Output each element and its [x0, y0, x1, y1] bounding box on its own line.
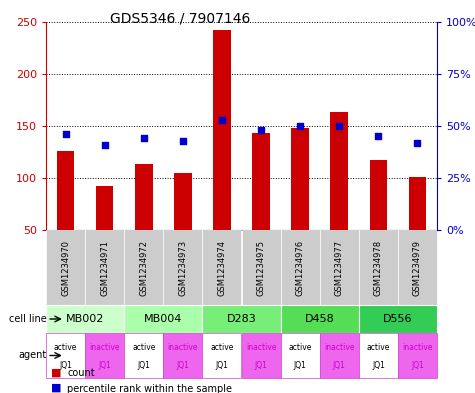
Text: GSM1234975: GSM1234975 — [256, 239, 266, 296]
Bar — [331, 112, 348, 230]
Text: GSM1234974: GSM1234974 — [218, 239, 227, 296]
Text: JQ1: JQ1 — [137, 361, 150, 370]
Text: ■: ■ — [51, 367, 61, 377]
Text: GDS5346 / 7907146: GDS5346 / 7907146 — [110, 12, 251, 26]
Bar — [46, 305, 124, 333]
Point — [257, 127, 265, 133]
Text: GSM1234972: GSM1234972 — [139, 239, 148, 296]
Bar — [124, 305, 202, 333]
Bar — [96, 186, 114, 230]
Text: D458: D458 — [305, 314, 334, 324]
Bar — [241, 230, 281, 305]
Text: JQ1: JQ1 — [333, 361, 346, 370]
Text: MB004: MB004 — [144, 314, 182, 324]
Bar — [281, 230, 320, 305]
Point — [140, 135, 148, 141]
Point — [218, 117, 226, 123]
Text: JQ1: JQ1 — [255, 361, 267, 370]
Text: active: active — [132, 343, 155, 352]
Point — [296, 123, 304, 129]
Text: GSM1234976: GSM1234976 — [295, 239, 304, 296]
Text: GSM1234971: GSM1234971 — [100, 239, 109, 296]
Text: GSM1234973: GSM1234973 — [178, 239, 187, 296]
Bar — [408, 177, 426, 230]
Bar — [252, 133, 270, 230]
Text: inactive: inactive — [402, 343, 433, 352]
Point — [62, 131, 69, 138]
Bar — [359, 333, 398, 378]
Point — [101, 141, 108, 148]
Bar — [281, 333, 320, 378]
Bar — [370, 160, 387, 230]
Bar — [85, 230, 124, 305]
Bar — [135, 165, 152, 230]
Text: percentile rank within the sample: percentile rank within the sample — [67, 384, 232, 393]
Point — [375, 133, 382, 140]
Text: JQ1: JQ1 — [372, 361, 385, 370]
Bar — [163, 230, 202, 305]
Text: D283: D283 — [227, 314, 256, 324]
Text: JQ1: JQ1 — [176, 361, 189, 370]
Bar — [174, 173, 191, 230]
Text: inactive: inactive — [89, 343, 120, 352]
Text: inactive: inactive — [246, 343, 276, 352]
Bar — [202, 230, 241, 305]
Text: JQ1: JQ1 — [294, 361, 306, 370]
Point — [179, 138, 187, 144]
Bar — [291, 128, 309, 230]
Text: ■: ■ — [51, 383, 61, 393]
Text: active: active — [288, 343, 312, 352]
Bar — [320, 230, 359, 305]
Text: GSM1234978: GSM1234978 — [374, 239, 383, 296]
Point — [414, 140, 421, 146]
Text: GSM1234970: GSM1234970 — [61, 239, 70, 296]
Bar — [85, 333, 124, 378]
Point — [335, 123, 343, 129]
Bar — [398, 230, 437, 305]
Bar — [241, 333, 281, 378]
Bar — [46, 230, 85, 305]
Text: count: count — [67, 368, 95, 378]
Text: inactive: inactive — [324, 343, 354, 352]
Text: JQ1: JQ1 — [411, 361, 424, 370]
Text: JQ1: JQ1 — [59, 361, 72, 370]
Bar — [213, 30, 231, 230]
Bar — [398, 333, 437, 378]
Bar — [359, 230, 398, 305]
Bar — [46, 333, 85, 378]
Bar — [163, 333, 202, 378]
Bar — [320, 333, 359, 378]
Bar — [57, 151, 75, 230]
Text: inactive: inactive — [168, 343, 198, 352]
Text: GSM1234977: GSM1234977 — [335, 239, 344, 296]
Bar — [124, 230, 163, 305]
Text: JQ1: JQ1 — [216, 361, 228, 370]
Bar — [202, 305, 281, 333]
Bar — [359, 305, 437, 333]
Bar — [202, 333, 241, 378]
Text: agent: agent — [19, 351, 47, 360]
Text: D556: D556 — [383, 314, 413, 324]
Text: MB002: MB002 — [66, 314, 104, 324]
Text: GSM1234979: GSM1234979 — [413, 239, 422, 296]
Text: JQ1: JQ1 — [98, 361, 111, 370]
Text: active: active — [367, 343, 390, 352]
Text: active: active — [54, 343, 77, 352]
Text: active: active — [210, 343, 234, 352]
Text: cell line: cell line — [9, 314, 47, 324]
Bar — [124, 333, 163, 378]
Bar — [281, 305, 359, 333]
